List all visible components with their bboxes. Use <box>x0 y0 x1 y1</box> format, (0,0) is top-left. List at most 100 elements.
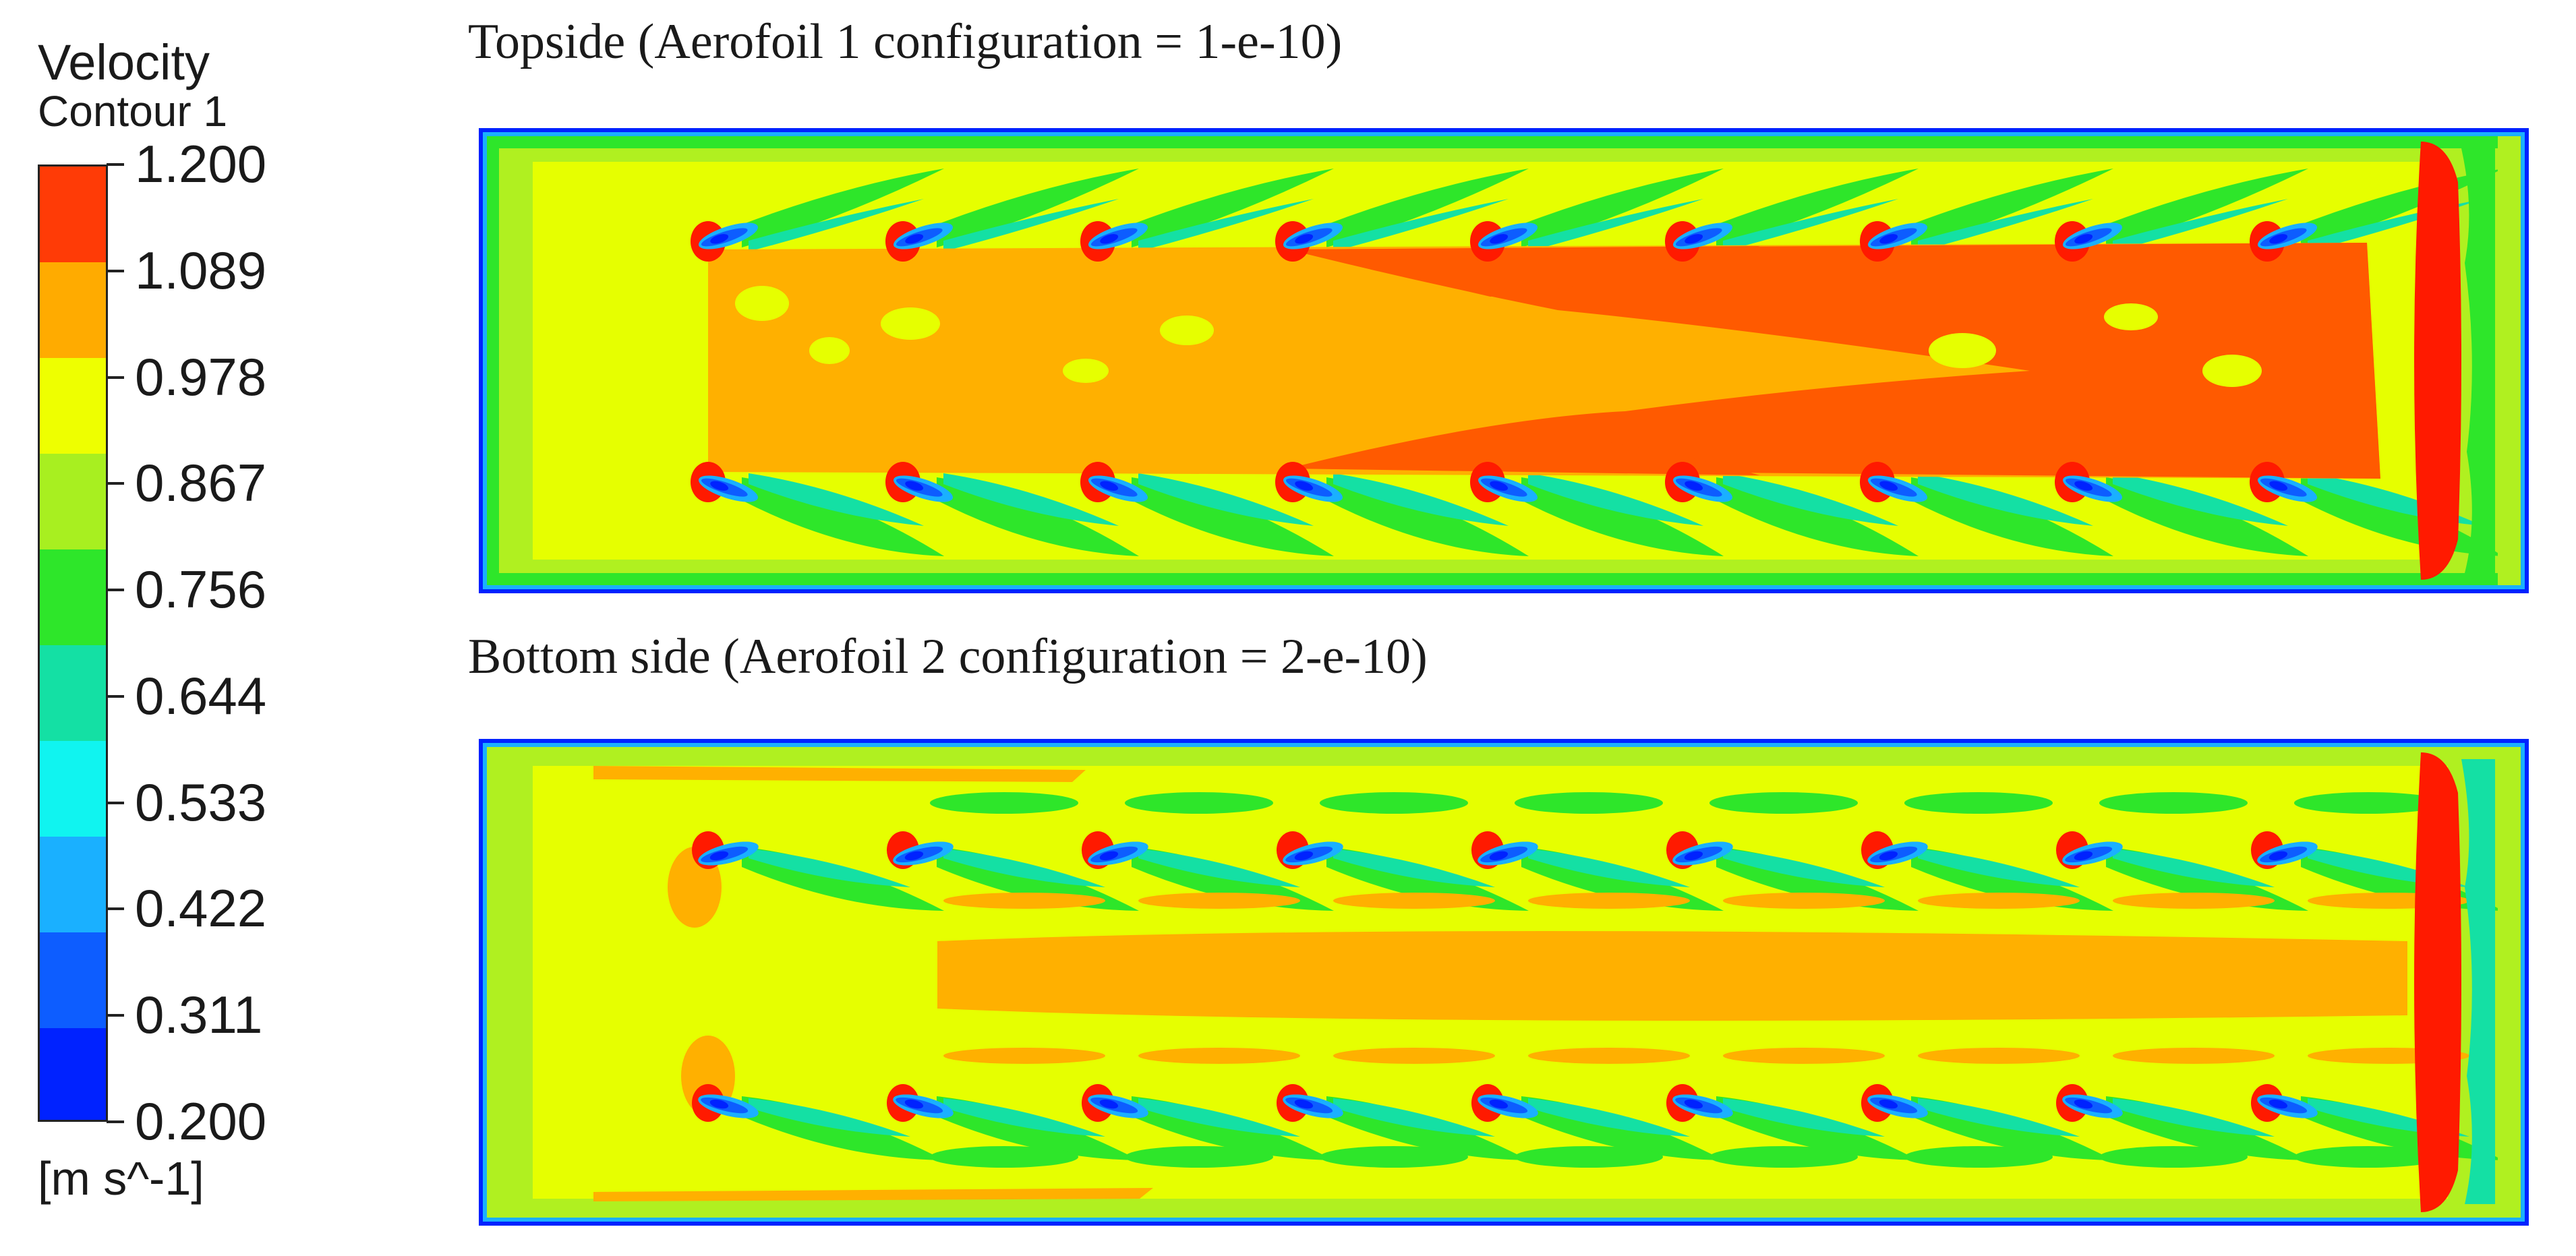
colorbar-band <box>40 454 106 550</box>
colorbar-band <box>40 262 106 359</box>
topside-contour-plot <box>479 128 2529 593</box>
aerofoil <box>699 222 758 249</box>
wake-streak <box>2113 1098 2275 1137</box>
aerofoil <box>1477 841 1538 866</box>
bottomside-contour-svg <box>479 739 2529 1226</box>
aerofoil <box>1088 841 1148 866</box>
wake-streak <box>2099 1146 2248 1168</box>
wake-streak <box>943 1048 1105 1064</box>
aerofoil <box>1478 222 1538 249</box>
wall-streak <box>593 1188 1153 1201</box>
colorbar-band <box>40 932 106 1029</box>
high-velocity-zone <box>1288 246 1760 297</box>
colorbar-band <box>40 549 106 646</box>
outlet-band <box>2414 142 2461 580</box>
wake-streak <box>1528 893 1690 909</box>
wake-streak <box>2113 1048 2275 1064</box>
wake-streak <box>1528 473 1703 526</box>
wake-streak <box>1138 1098 1300 1137</box>
wake-streak <box>1333 893 1495 909</box>
aerofoil <box>1672 1094 1733 1118</box>
aerofoil-core <box>1295 234 1314 244</box>
wake-streak <box>1333 1048 1495 1064</box>
aerofoil <box>894 222 953 249</box>
aerofoil-core <box>1685 481 1703 491</box>
outlet-edge <box>2498 136 2521 585</box>
wake-streak <box>2294 792 2442 814</box>
colorbar-tick <box>107 163 124 166</box>
colorbar-band <box>40 358 106 454</box>
velocity-colorbar <box>38 165 108 1122</box>
aerofoil-core <box>1294 851 1314 861</box>
aerofoil-core <box>904 1099 924 1109</box>
colorbar-tick <box>107 801 124 804</box>
aerofoil-core <box>2074 481 2093 491</box>
wake-streak <box>1723 1098 1885 1137</box>
wake-streak <box>1904 1146 2053 1168</box>
colorbar-tick-label: 1.089 <box>135 240 267 300</box>
outlet-fringe <box>2461 148 2495 573</box>
outlet-band <box>2414 752 2461 1212</box>
wake-streak <box>1138 849 1300 887</box>
colorbar-tick-label: 0.533 <box>135 772 267 832</box>
wake-streak <box>1125 1146 1273 1168</box>
wake-streak <box>1723 893 1885 909</box>
aerofoil <box>2258 222 2317 249</box>
wake-streak <box>1723 849 1885 887</box>
aerofoil-core <box>1879 851 1898 861</box>
aerofoil-core <box>709 1099 729 1109</box>
wake-streak <box>1521 169 1724 247</box>
wake-streak <box>1333 1098 1495 1137</box>
aerofoil-core <box>2268 851 2288 861</box>
aerofoil <box>1088 475 1148 502</box>
wake-streak <box>1918 1098 2080 1137</box>
aerofoil <box>2063 222 2122 249</box>
colorbar-tick <box>107 694 124 698</box>
colorbar-tick <box>107 589 124 592</box>
wake-streak <box>749 473 924 526</box>
wake-streak <box>1709 792 1858 814</box>
wake-streak <box>1528 1048 1690 1064</box>
wake-streak <box>1716 169 1919 247</box>
wake-streak <box>1911 169 2113 247</box>
aerofoil <box>1672 841 1733 866</box>
wake-streak <box>1326 169 1529 247</box>
aerofoil-core <box>904 851 924 861</box>
speckle-patch <box>1160 316 1214 345</box>
wake-streak <box>1138 1048 1300 1064</box>
aerofoil-core <box>1100 234 1119 244</box>
wake-streak <box>1723 473 1898 526</box>
aerofoil <box>698 841 759 866</box>
aerofoil <box>1283 1094 1343 1118</box>
colorbar-tick-label: 0.422 <box>135 878 267 938</box>
colorbar-band <box>40 837 106 933</box>
wake-streak <box>1918 473 2093 526</box>
aerofoil-core <box>905 481 924 491</box>
wake-streak <box>1528 199 1703 251</box>
bottomside-contour-plot <box>479 739 2529 1226</box>
outlet-fringe <box>2461 759 2495 1204</box>
speckle-patch <box>1929 333 1996 368</box>
aerofoil <box>1673 222 1732 249</box>
wake-streak <box>2106 169 2308 247</box>
aerofoil <box>893 841 954 866</box>
wake-streak <box>943 849 1105 887</box>
bottomside-panel-title: Bottom side (Aerofoil 2 configuration = … <box>468 629 1428 684</box>
speckle-patch <box>2104 303 2158 330</box>
high-velocity-zone <box>1288 428 1760 475</box>
aerofoil <box>2258 475 2317 502</box>
wake-streak <box>1132 169 1334 247</box>
aerofoil-core <box>1099 851 1119 861</box>
wake-streak <box>1904 792 2053 814</box>
colorbar-tick-label: 1.200 <box>135 134 267 193</box>
aerofoil <box>1673 475 1732 502</box>
wake-streak <box>1918 1048 2080 1064</box>
topside-panel-title: Topside (Aerofoil 1 configuration = 1-e-… <box>468 14 1343 69</box>
aerofoil-core <box>1294 1099 1314 1109</box>
colorbar-band <box>40 741 106 837</box>
colorbar-tick <box>107 907 124 911</box>
aerofoil-core <box>1489 1099 1509 1109</box>
colorbar-band <box>40 645 106 742</box>
colorbar-tick-label: 0.200 <box>135 1091 267 1151</box>
aerofoil <box>698 1094 759 1118</box>
